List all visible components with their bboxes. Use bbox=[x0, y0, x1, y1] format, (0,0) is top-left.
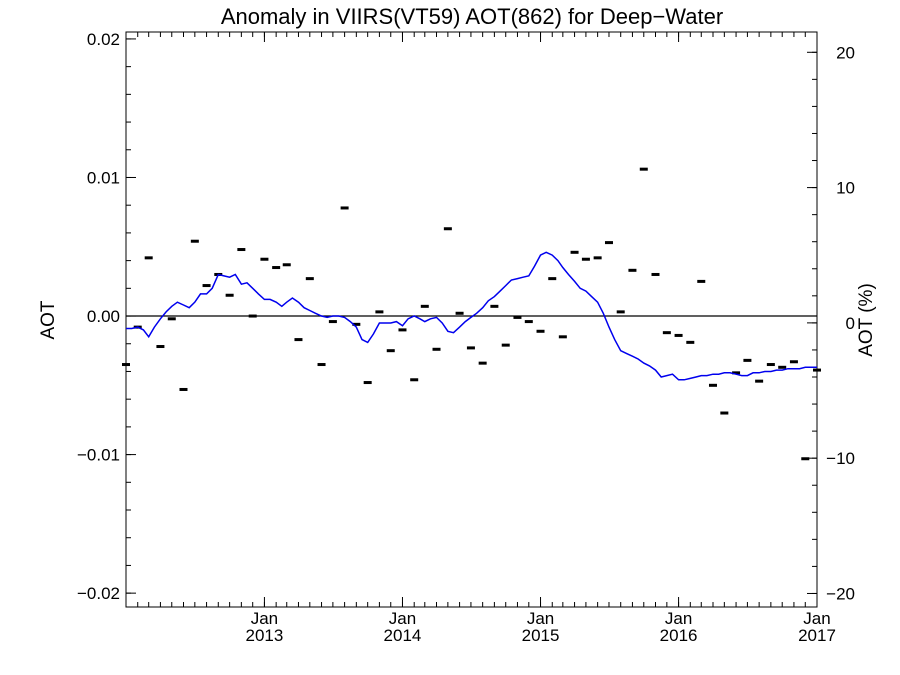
chart-title: Anomaly in VIIRS(VT59) AOT(862) for Deep… bbox=[221, 4, 723, 29]
anomaly-points-series bbox=[122, 167, 821, 461]
x-tick-label-month: Jan bbox=[803, 609, 830, 628]
data-point bbox=[398, 328, 407, 332]
data-point bbox=[190, 239, 199, 243]
data-point bbox=[639, 167, 648, 171]
data-point bbox=[272, 266, 281, 270]
data-point bbox=[789, 360, 798, 364]
smoothed-anomaly-line-series bbox=[126, 251, 817, 381]
data-point bbox=[581, 257, 590, 261]
data-point bbox=[778, 365, 787, 369]
data-point bbox=[720, 411, 729, 415]
data-point bbox=[156, 345, 165, 349]
data-point bbox=[352, 322, 361, 326]
data-point bbox=[616, 310, 625, 314]
data-point bbox=[570, 250, 579, 254]
y-tick-label-left: 0.00 bbox=[87, 307, 120, 326]
data-point bbox=[317, 363, 326, 367]
y-tick-label-right: 10 bbox=[836, 179, 855, 198]
y-axis-left: −0.02 −0.01 0.00 0.01 0.02 bbox=[77, 30, 136, 603]
data-point bbox=[237, 248, 246, 252]
plot-border bbox=[125, 31, 818, 608]
data-point bbox=[179, 387, 188, 391]
data-point bbox=[248, 314, 257, 318]
data-point bbox=[294, 338, 303, 342]
data-point bbox=[202, 284, 211, 288]
data-point bbox=[386, 349, 395, 353]
y-tick-label-left: 0.01 bbox=[87, 168, 120, 187]
data-point bbox=[548, 277, 557, 281]
x-tick-label-year: 2013 bbox=[246, 626, 284, 645]
data-point bbox=[328, 320, 337, 324]
data-point bbox=[122, 363, 130, 367]
x-tick-label-month: Jan bbox=[251, 609, 278, 628]
y-axis-label-right: AOT (%) bbox=[856, 283, 877, 357]
data-point bbox=[363, 381, 372, 385]
data-point bbox=[697, 279, 706, 283]
data-point bbox=[443, 227, 452, 231]
data-point bbox=[674, 333, 683, 337]
data-point bbox=[651, 272, 660, 276]
data-point bbox=[305, 277, 314, 281]
data-point bbox=[144, 256, 153, 260]
data-point bbox=[755, 379, 764, 383]
y-tick-label-right: 20 bbox=[836, 43, 855, 62]
data-point bbox=[225, 293, 234, 297]
data-point bbox=[490, 304, 499, 308]
data-point bbox=[628, 268, 637, 272]
x-tick-label-year: 2016 bbox=[660, 626, 698, 645]
data-point bbox=[432, 347, 441, 351]
x-tick-label-month: Jan bbox=[527, 609, 554, 628]
y-tick-label-right: −10 bbox=[826, 449, 855, 468]
data-point bbox=[375, 310, 384, 314]
data-point bbox=[466, 346, 475, 350]
data-point bbox=[536, 329, 545, 333]
data-point bbox=[708, 383, 717, 387]
x-tick-label-month: Jan bbox=[389, 609, 416, 628]
data-point bbox=[801, 457, 810, 461]
data-point bbox=[420, 304, 429, 308]
y-tick-label-left: 0.02 bbox=[87, 30, 120, 49]
x-tick-label-year: 2014 bbox=[384, 626, 422, 645]
x-tick-label-month: Jan bbox=[665, 609, 692, 628]
data-point bbox=[593, 256, 602, 260]
data-point bbox=[743, 358, 752, 362]
x-tick-label-year: 2017 bbox=[798, 626, 836, 645]
data-point bbox=[513, 315, 522, 319]
y-tick-label-right: 0 bbox=[846, 314, 855, 333]
data-point bbox=[813, 368, 821, 372]
data-point bbox=[558, 335, 567, 339]
data-point bbox=[455, 311, 464, 315]
data-point bbox=[766, 363, 775, 367]
data-point bbox=[478, 361, 487, 365]
y-tick-label-right: −20 bbox=[826, 584, 855, 603]
y-tick-label-left: −0.01 bbox=[77, 446, 120, 465]
y-axis-right: −20 −10 0 10 20 bbox=[807, 43, 855, 603]
data-point bbox=[604, 241, 613, 245]
data-point bbox=[340, 206, 349, 210]
data-point bbox=[282, 263, 291, 267]
data-point bbox=[686, 340, 695, 344]
data-point bbox=[524, 320, 533, 324]
y-tick-label-left: −0.02 bbox=[77, 584, 120, 603]
plot-frame bbox=[125, 31, 818, 608]
data-point bbox=[501, 343, 510, 347]
data-point bbox=[167, 317, 176, 321]
smoothed-line bbox=[126, 251, 817, 381]
x-tick-label-year: 2015 bbox=[522, 626, 560, 645]
y-axis-label-left: AOT bbox=[38, 300, 59, 339]
data-point bbox=[732, 371, 741, 375]
data-point bbox=[410, 378, 419, 382]
data-point bbox=[260, 257, 269, 261]
data-point bbox=[662, 331, 671, 335]
